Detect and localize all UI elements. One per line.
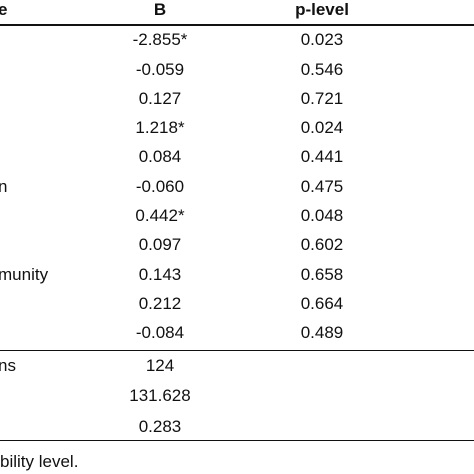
header-rule xyxy=(0,24,474,26)
b-cell: -2.855* xyxy=(132,30,188,49)
footnote: bility level. xyxy=(0,452,79,471)
b-cell: 0.212 xyxy=(138,294,182,313)
p-cell: 0.546 xyxy=(300,60,344,79)
header-cell: e xyxy=(0,0,8,19)
p-cell: 0.602 xyxy=(300,235,344,254)
section-rule xyxy=(0,350,474,351)
p-cell: 0.658 xyxy=(300,265,344,284)
b-cell: 0.143 xyxy=(138,265,182,284)
b-cell: -0.084 xyxy=(135,323,185,342)
row-label: ns xyxy=(0,356,16,375)
p-cell: 0.441 xyxy=(300,147,344,166)
b-cell: 0.442* xyxy=(135,206,185,225)
b-cell: 0.084 xyxy=(138,147,182,166)
p-cell: 0.023 xyxy=(300,30,344,49)
p-cell: 0.475 xyxy=(300,177,344,196)
b-cell: -0.059 xyxy=(135,60,185,79)
bottom-rule xyxy=(0,440,474,441)
row-label: munity xyxy=(0,265,49,284)
p-cell: 0.721 xyxy=(300,89,344,108)
p-cell: 0.664 xyxy=(300,294,344,313)
b-cell: 1.218* xyxy=(135,118,185,137)
b-cell: 0.283 xyxy=(138,417,182,436)
b-cell: -0.060 xyxy=(135,177,185,196)
header-cell: p-level xyxy=(295,0,349,19)
p-cell: 0.489 xyxy=(300,323,344,342)
b-cell: 0.127 xyxy=(138,89,182,108)
b-cell: 124 xyxy=(145,356,175,375)
row-label: n xyxy=(0,177,8,196)
b-cell: 0.097 xyxy=(138,235,182,254)
p-cell: 0.024 xyxy=(300,118,344,137)
header-cell: B xyxy=(153,0,167,19)
b-cell: 131.628 xyxy=(129,386,191,405)
p-cell: 0.048 xyxy=(300,206,344,225)
